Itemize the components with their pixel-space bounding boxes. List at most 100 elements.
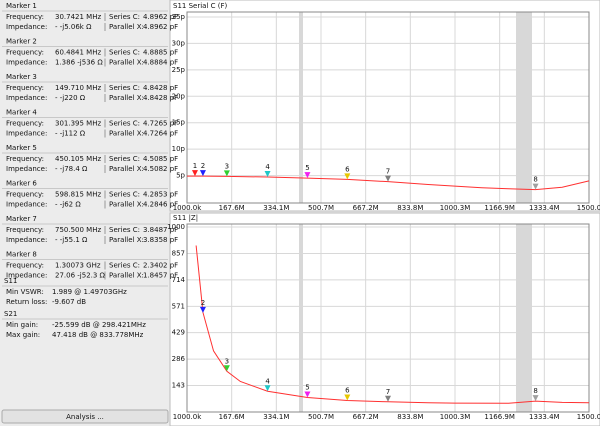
marker-label: 7 bbox=[386, 388, 390, 396]
marker-field: Parallel X: bbox=[109, 130, 144, 138]
marker-field: Parallel X: bbox=[109, 94, 144, 102]
marker-field: Frequency: bbox=[6, 262, 44, 270]
x-tick-label: 334.1M bbox=[263, 413, 289, 421]
marker-field: 2.3402 pF bbox=[143, 262, 178, 270]
stat-value: -9.607 dB bbox=[52, 298, 86, 306]
marker-field: Series C: bbox=[109, 262, 140, 270]
y-tick-label: 714 bbox=[172, 276, 186, 284]
marker-field: 27.06 -j52.3 Ω bbox=[55, 272, 106, 280]
section-title: S21 bbox=[4, 310, 17, 318]
y-tick-label: 286 bbox=[172, 355, 186, 363]
marker bbox=[344, 394, 351, 401]
marker-label: 6 bbox=[345, 165, 350, 173]
marker-title: Marker 6 bbox=[6, 180, 37, 188]
marker-field: Frequency: bbox=[6, 155, 44, 163]
marker-label: 3 bbox=[225, 162, 229, 170]
marker-field: 301.395 MHz bbox=[55, 120, 101, 128]
analysis-button[interactable] bbox=[1, 409, 169, 424]
marker-field: 4.8428 pF bbox=[143, 94, 178, 102]
marker-title: Marker 7 bbox=[6, 215, 37, 223]
marker-title: Marker 5 bbox=[6, 144, 37, 152]
marker-field: Series C: bbox=[109, 155, 140, 163]
marker-field: - -j112 Ω bbox=[55, 130, 86, 138]
y-tick-label: 20p bbox=[172, 92, 186, 100]
marker-field: Impedance: bbox=[6, 23, 47, 31]
section-title: S11 bbox=[4, 277, 17, 285]
x-tick-label: 1166.9M bbox=[484, 204, 515, 212]
marker-field: Parallel X: bbox=[109, 201, 144, 209]
y-tick-label: 857 bbox=[172, 249, 185, 257]
marker-label: 1 bbox=[193, 162, 197, 170]
y-tick-label: 143 bbox=[172, 382, 185, 390]
sweep-band bbox=[516, 224, 532, 412]
marker-field: Frequency: bbox=[6, 191, 44, 199]
stat-label: Min VSWR: bbox=[6, 288, 44, 296]
y-tick-label: 571 bbox=[172, 302, 185, 310]
x-tick-label: 1000.3M bbox=[440, 204, 471, 212]
marker-field: 149.710 MHz bbox=[55, 84, 101, 92]
stat-value: 1.989 @ 1.49703GHz bbox=[52, 288, 127, 296]
marker-field: 4.2846 pF bbox=[143, 201, 178, 209]
y-tick-label: 15p bbox=[172, 119, 186, 127]
stat-label: Min gain: bbox=[6, 321, 38, 329]
marker-field: - -j55.1 Ω bbox=[55, 236, 88, 244]
y-tick-label: 10p bbox=[172, 145, 186, 153]
marker-field: 450.105 MHz bbox=[55, 155, 101, 163]
y-tick-label: 25p bbox=[172, 66, 186, 74]
marker-field: Series C: bbox=[109, 49, 140, 57]
x-tick-label: 833.8M bbox=[397, 413, 423, 421]
marker-field: 4.8885 pF bbox=[143, 49, 178, 57]
marker-field: 4.8962 pF bbox=[143, 23, 178, 31]
marker-field: Impedance: bbox=[6, 236, 47, 244]
x-tick-label: 667.2M bbox=[353, 413, 379, 421]
marker bbox=[199, 306, 206, 313]
marker-field: - -j220 Ω bbox=[55, 94, 86, 102]
sweep-band bbox=[299, 224, 303, 412]
marker bbox=[304, 172, 311, 179]
trace bbox=[195, 245, 590, 404]
marker-field: - -j78.4 Ω bbox=[55, 165, 88, 173]
y-tick-label: 5p bbox=[176, 172, 185, 180]
marker bbox=[264, 171, 271, 178]
marker-field: 60.4841 MHz bbox=[55, 49, 101, 57]
marker-field: 3.8358 pF bbox=[143, 236, 178, 244]
marker-field: - -j5.06k Ω bbox=[55, 23, 92, 31]
marker-field: 4.8428 pF bbox=[143, 84, 178, 92]
stat-value: 47.418 dB @ 833.778MHz bbox=[52, 331, 144, 339]
marker bbox=[532, 183, 539, 190]
marker-field: Frequency: bbox=[6, 13, 44, 21]
marker-label: 3 bbox=[225, 357, 229, 365]
marker-field: 4.7264 pF bbox=[143, 130, 178, 138]
marker bbox=[304, 391, 311, 398]
side-panel bbox=[0, 0, 170, 426]
marker-label: 2 bbox=[201, 299, 205, 307]
marker bbox=[199, 170, 206, 177]
marker-field: 4.8962 pF bbox=[143, 13, 178, 21]
marker-label: 4 bbox=[265, 163, 270, 171]
plot-frame bbox=[186, 223, 590, 413]
y-tick-label: 35p bbox=[172, 13, 186, 21]
marker bbox=[264, 385, 271, 392]
chart-title: S11 Serial C (F) bbox=[173, 2, 227, 10]
x-tick-label: 500.7M bbox=[308, 204, 334, 212]
marker-field: 4.2853 pF bbox=[143, 191, 178, 199]
marker-label: 8 bbox=[533, 176, 537, 184]
marker-title: Marker 8 bbox=[6, 251, 37, 259]
marker-field: Frequency: bbox=[6, 120, 44, 128]
marker-field: Parallel X: bbox=[109, 59, 144, 67]
marker-field: 4.8884 pF bbox=[143, 59, 178, 67]
marker-label: 8 bbox=[533, 387, 537, 395]
marker-title: Marker 1 bbox=[6, 2, 37, 10]
y-tick-label: 30p bbox=[172, 39, 186, 47]
marker-field: Impedance: bbox=[6, 59, 47, 67]
plot-frame bbox=[186, 11, 590, 204]
analysis-button-label[interactable]: Analysis ... bbox=[66, 413, 104, 421]
x-tick-label: 1500.0 bbox=[577, 204, 600, 212]
x-tick-label: 1166.9M bbox=[484, 413, 515, 421]
x-tick-label: 833.8M bbox=[397, 204, 423, 212]
marker-field: 4.7265 pF bbox=[143, 120, 178, 128]
marker-label: 4 bbox=[265, 377, 270, 385]
marker-field: Impedance: bbox=[6, 201, 47, 209]
x-tick-label: 334.1M bbox=[263, 204, 289, 212]
marker-title: Marker 4 bbox=[6, 109, 37, 117]
